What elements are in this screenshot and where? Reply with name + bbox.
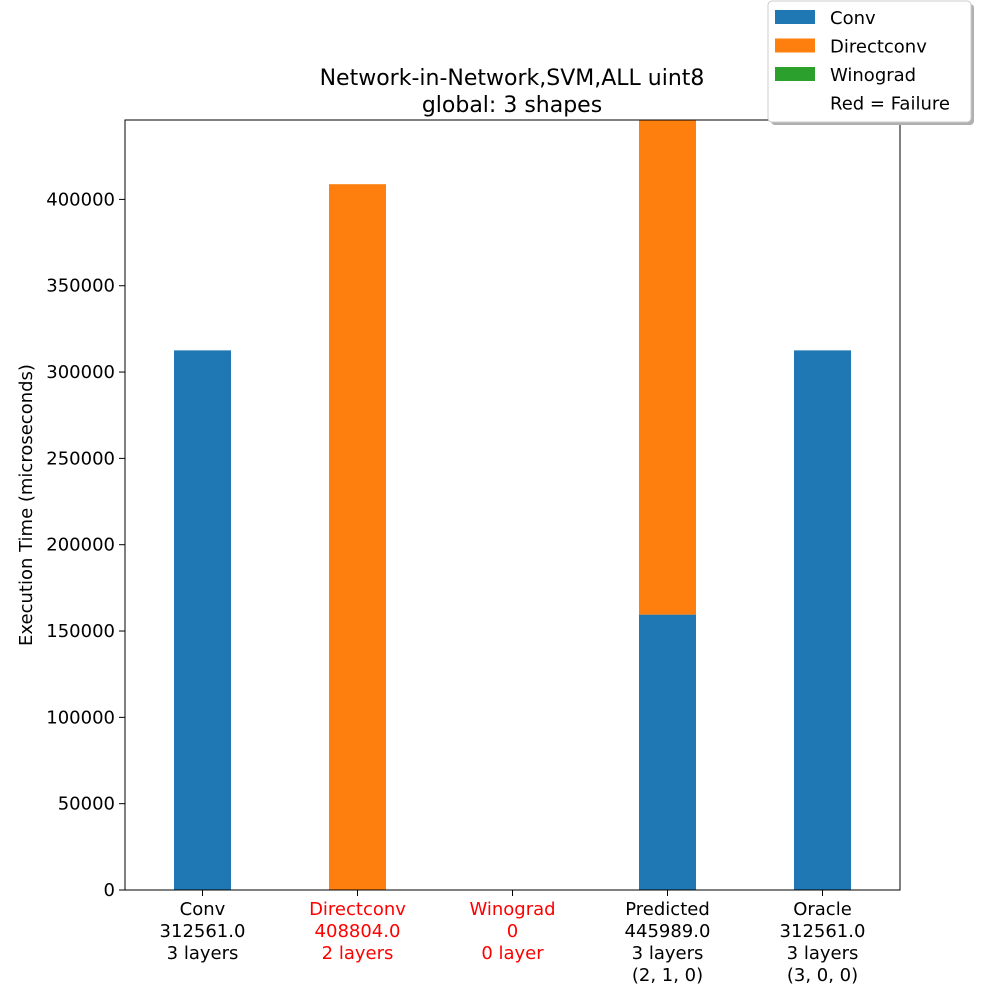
y-ticks-group: 0 50000 100000 150000 200000 250000 300000 3500… [46,189,125,901]
chart-title: Network-in-Network,SVM,ALL uint8 [320,66,705,91]
y-tick-label: 150000 [46,621,115,642]
y-tick-label: 250000 [46,448,115,469]
x-category-label: 3 layers [787,943,859,964]
bar-conv-0 [174,350,231,891]
x-category-label: 408804.0 [315,921,401,942]
y-tick-label: 0 [104,880,115,901]
chart-title-group: Network-in-Network,SVM,ALL uint8 global:… [320,66,705,118]
legend-label: Winograd [830,65,916,86]
bar-conv-3 [639,614,696,890]
legend-label: Directconv [830,37,927,58]
x-category-label: 2 layers [322,943,394,964]
x-category-label: Oracle [793,899,852,920]
plot-area-frame [124,119,901,891]
x-category-label: 3 layers [632,943,704,964]
y-axis-label: Execution Time (microseconds) [16,364,37,646]
x-category-label: 312561.0 [780,921,866,942]
x-category-label: (2, 1, 0) [632,965,703,986]
legend-swatch-winograd [775,67,815,81]
y-tick-label: 200000 [46,535,115,556]
y-tick-label: 400000 [46,189,115,210]
chart-subtitle: global: 3 shapes [422,93,602,118]
x-category-label: 0 [507,921,518,942]
bar-directconv-1 [329,184,386,891]
bar-directconv-3 [639,120,696,615]
bar-conv-4 [794,350,851,891]
legend-swatch-directconv [775,38,815,53]
y-tick-label: 100000 [46,707,115,728]
y-tick-label: 350000 [46,276,115,297]
x-category-label: 3 layers [167,943,239,964]
x-category-label: Directconv [309,899,406,920]
legend-label: Red = Failure [830,94,950,115]
y-tick-label: 300000 [46,362,115,383]
x-category-label: Winograd [469,899,555,920]
x-category-label: 445989.0 [625,921,711,942]
x-category-label: (3, 0, 0) [787,965,858,986]
x-category-label: Conv [180,899,226,920]
bars-group [174,120,851,891]
x-category-label: 312561.0 [160,921,246,942]
y-tick-label: 50000 [58,794,115,815]
legend-swatch-conv [775,10,815,24]
legend: Conv Directconv Winograd Red = Failure [767,0,974,125]
legend-label: Conv [830,8,876,29]
legend-box [767,0,972,123]
x-category-label: 0 layer [481,943,544,964]
x-category-label: Predicted [625,899,710,920]
